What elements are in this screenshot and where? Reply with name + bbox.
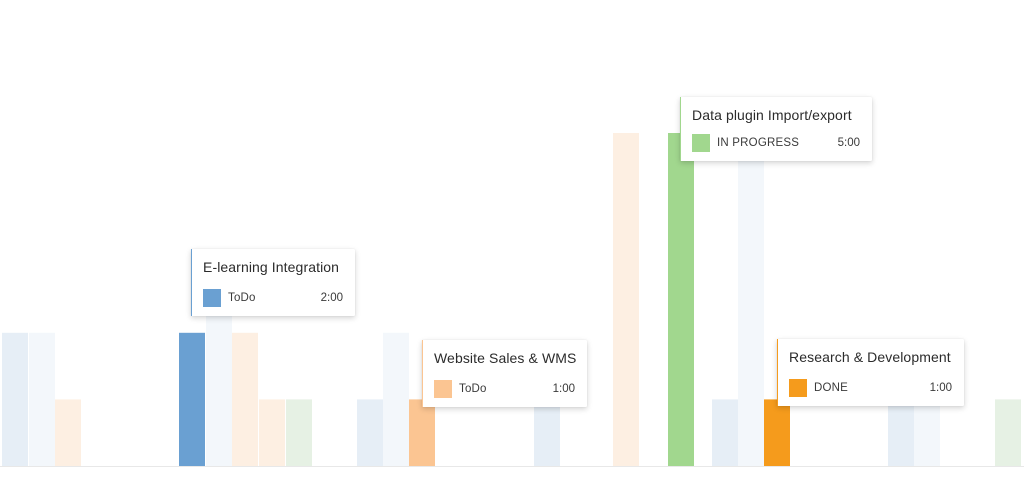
background-bar [55,399,81,466]
tooltip-research-development: Research & Development DONE 1:00 [777,339,964,406]
tooltip-pointer-line [680,97,681,161]
background-bar [995,399,1021,466]
background-bar [383,332,409,466]
background-bar [888,399,914,466]
background-bar [534,399,560,466]
tooltip-e-learning-integration: E-learning Integration ToDo 2:00 [191,249,355,316]
highlighted-bar [179,332,205,466]
tooltip-title: Research & Development [789,349,951,365]
tooltip-pointer-line [191,249,192,316]
tooltip-data-plugin-import-export: Data plugin Import/export IN PROGRESS 5:… [680,97,872,161]
status-color-swatch [789,379,807,397]
tooltip-time: 5:00 [837,137,860,149]
background-bar [738,133,764,466]
background-bar [259,399,285,466]
tooltip-website-sales-wms: Website Sales & WMS ToDo 1:00 [422,340,587,407]
tooltip-title: Website Sales & WMS [434,350,577,366]
highlighted-bar [668,133,694,466]
background-bar [29,332,55,466]
tooltip-time: 1:00 [929,382,952,394]
status-color-swatch [203,289,221,307]
tooltip-time: 1:00 [552,383,575,395]
status-color-swatch [434,380,452,398]
tooltip-title: E-learning Integration [203,259,340,275]
tooltip-status: IN PROGRESS [717,137,800,149]
tooltip-pointer-line [777,339,778,406]
background-bar [712,399,738,466]
status-color-swatch [692,134,710,152]
tooltip-pointer-line [422,340,423,407]
background-bar [2,332,28,466]
background-bar [613,133,639,466]
tooltip-status: ToDo [459,383,487,395]
tooltip-status: DONE [814,382,849,394]
highlighted-bar [764,399,790,466]
background-bar [357,399,383,466]
background-bar [286,399,312,466]
highlighted-bar [409,399,435,466]
background-bar [914,399,940,466]
tooltip-title: Data plugin Import/export [692,107,852,123]
tooltip-status: ToDo [228,292,256,304]
tooltip-time: 2:00 [320,292,343,304]
background-bar [232,332,258,466]
